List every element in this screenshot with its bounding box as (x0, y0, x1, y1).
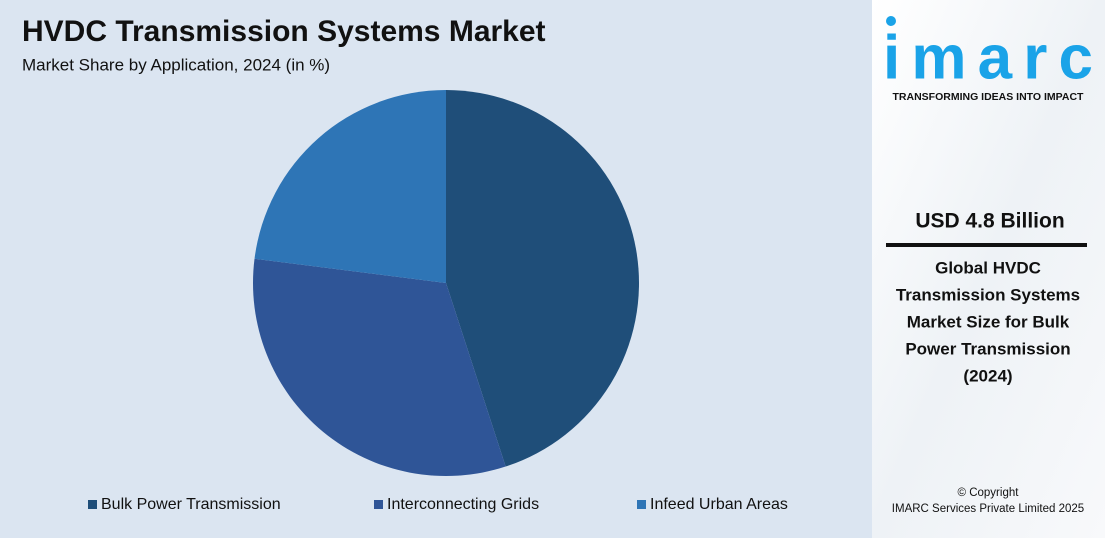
description-line: Market Size for Bulk (907, 312, 1070, 331)
pie-slice (254, 90, 446, 283)
side-panel (872, 0, 1105, 538)
legend-label: Infeed Urban Areas (650, 496, 788, 513)
divider (886, 243, 1087, 247)
chart-title: HVDC Transmission Systems Market (22, 15, 546, 48)
description-line: Transmission Systems (896, 285, 1080, 304)
pie-slice (253, 258, 506, 476)
highlight-value: USD 4.8 Billion (915, 210, 1064, 233)
logo: imarc (883, 23, 1093, 92)
copyright-line: © Copyright (958, 487, 1020, 499)
copyright-line: IMARC Services Private Limited 2025 (892, 503, 1084, 515)
legend-swatch (88, 500, 97, 509)
legend-swatch (637, 500, 646, 509)
pie-slice (446, 90, 639, 467)
legend-label: Bulk Power Transmission (101, 496, 281, 513)
description-line: (2024) (963, 366, 1012, 385)
chart-subtitle: Market Share by Application, 2024 (in %) (22, 55, 330, 74)
legend-label: Interconnecting Grids (387, 496, 539, 513)
tagline: TRANSFORMING IDEAS INTO IMPACT (893, 91, 1085, 103)
description-line: Global HVDC (935, 258, 1041, 277)
description-line: Power Transmission (905, 339, 1070, 358)
logo-dot (886, 16, 896, 26)
legend-swatch (374, 500, 383, 509)
